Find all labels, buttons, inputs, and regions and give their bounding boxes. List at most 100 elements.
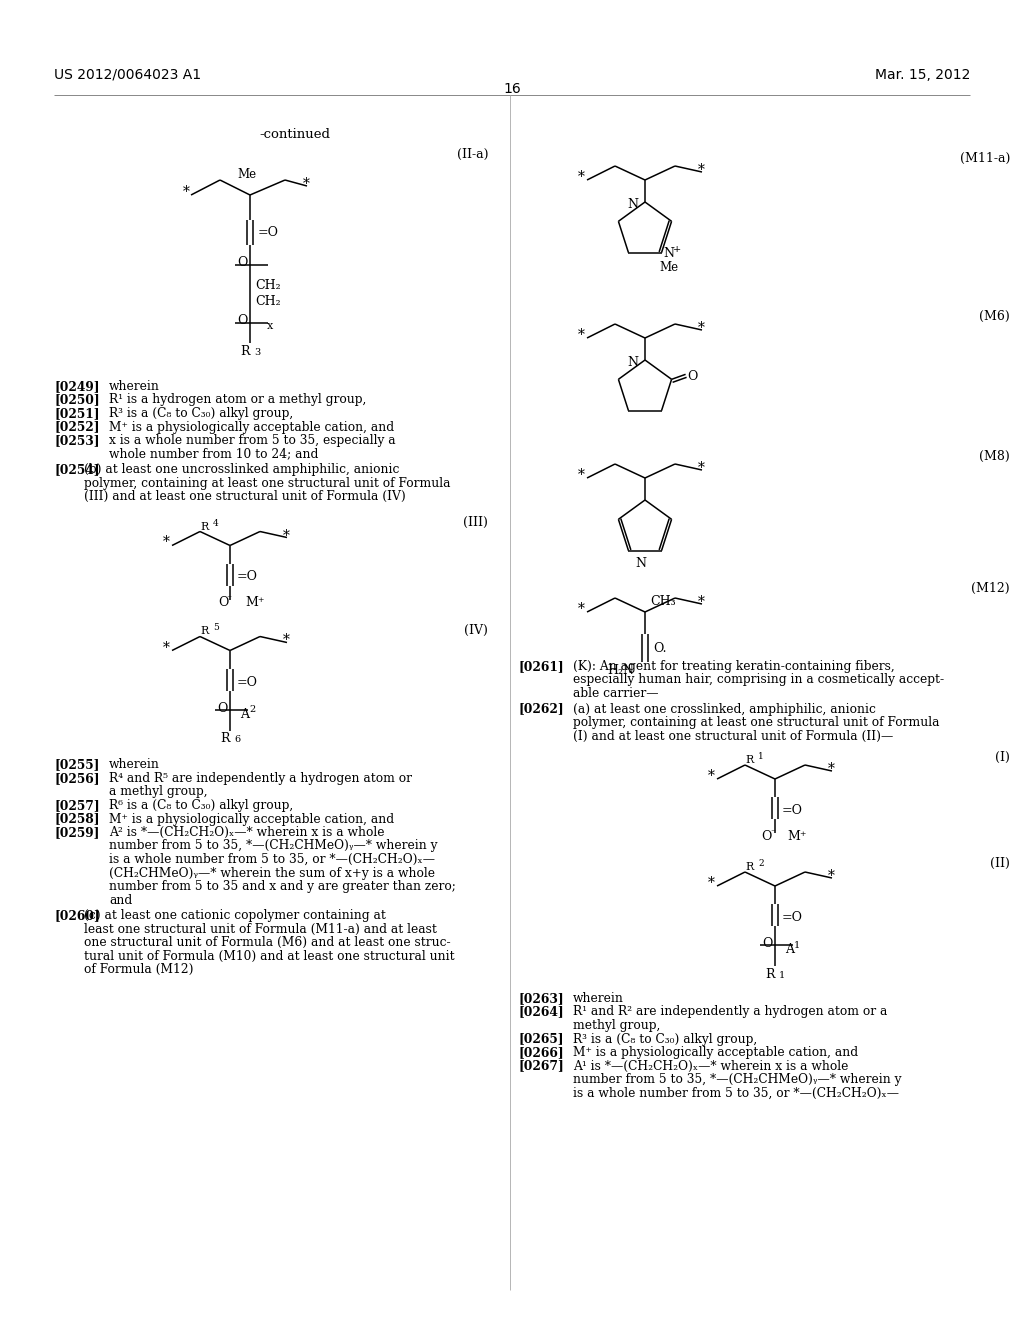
Text: number from 5 to 35, *—(CH₂CHMeO)ᵧ—* wherein y: number from 5 to 35, *—(CH₂CHMeO)ᵧ—* whe… xyxy=(573,1073,901,1086)
Text: A¹ is *—(CH₂CH₂O)ₓ—* wherein x is a whole: A¹ is *—(CH₂CH₂O)ₓ—* wherein x is a whol… xyxy=(573,1060,848,1072)
Text: [0256]: [0256] xyxy=(54,772,99,785)
Text: =O: =O xyxy=(258,226,279,239)
Text: Me: Me xyxy=(237,168,256,181)
Text: *: * xyxy=(163,640,170,655)
Text: *: * xyxy=(828,762,835,776)
Text: R: R xyxy=(765,968,775,981)
Text: (K): An agent for treating keratin-containing fibers,: (K): An agent for treating keratin-conta… xyxy=(573,660,895,673)
Text: *: * xyxy=(828,869,835,883)
Text: *: * xyxy=(283,634,290,648)
Text: R: R xyxy=(220,733,229,746)
Text: R³ is a (C₈ to C₃₀) alkyl group,: R³ is a (C₈ to C₃₀) alkyl group, xyxy=(573,1032,758,1045)
Text: *: * xyxy=(708,876,715,890)
Text: polymer, containing at least one structural unit of Formula: polymer, containing at least one structu… xyxy=(84,477,451,490)
Text: and: and xyxy=(109,894,132,907)
Text: ⁻: ⁻ xyxy=(226,594,231,603)
Text: a methyl group,: a methyl group, xyxy=(109,785,208,799)
Text: *: * xyxy=(698,595,705,609)
Text: methyl group,: methyl group, xyxy=(573,1019,660,1032)
Text: R⁶ is a (C₈ to C₃₀) alkyl group,: R⁶ is a (C₈ to C₃₀) alkyl group, xyxy=(109,799,293,812)
Text: US 2012/0064023 A1: US 2012/0064023 A1 xyxy=(54,69,201,82)
Text: wherein: wherein xyxy=(109,759,160,771)
Text: *: * xyxy=(708,770,715,783)
Text: (M8): (M8) xyxy=(979,450,1010,463)
Text: number from 5 to 35 and x and y are greater than zero;: number from 5 to 35 and x and y are grea… xyxy=(109,880,456,894)
Text: *: * xyxy=(698,321,705,335)
Text: =O: =O xyxy=(237,676,258,689)
Text: O: O xyxy=(217,701,227,714)
Text: O: O xyxy=(761,830,771,843)
Text: CH₂: CH₂ xyxy=(255,279,281,292)
Text: *: * xyxy=(578,602,585,616)
Text: O: O xyxy=(762,937,772,950)
Text: (IV): (IV) xyxy=(464,623,488,636)
Text: M⁺: M⁺ xyxy=(787,830,807,843)
Text: 4: 4 xyxy=(213,519,219,528)
Text: [0266]: [0266] xyxy=(518,1045,563,1059)
Text: (c) at least one cationic copolymer containing at: (c) at least one cationic copolymer cont… xyxy=(84,909,386,921)
Text: [0253]: [0253] xyxy=(54,434,99,447)
Text: 1: 1 xyxy=(779,972,785,979)
Text: +: + xyxy=(673,244,681,253)
Text: R: R xyxy=(241,345,250,358)
Text: [0263]: [0263] xyxy=(518,993,563,1005)
Text: CH₂: CH₂ xyxy=(255,294,281,308)
Text: 2: 2 xyxy=(758,859,764,869)
Text: O: O xyxy=(218,597,228,610)
Text: R¹ and R² are independently a hydrogen atom or a: R¹ and R² are independently a hydrogen a… xyxy=(573,1006,888,1019)
Text: R¹ is a hydrogen atom or a methyl group,: R¹ is a hydrogen atom or a methyl group, xyxy=(109,393,367,407)
Text: O.: O. xyxy=(653,642,667,655)
Text: (I) and at least one structural unit of Formula (II)—: (I) and at least one structural unit of … xyxy=(573,730,893,742)
Text: =O: =O xyxy=(782,911,803,924)
Text: 5: 5 xyxy=(213,623,219,632)
Text: [0254]: [0254] xyxy=(54,463,99,477)
Text: [0249]: [0249] xyxy=(54,380,99,393)
Text: (III): (III) xyxy=(463,516,488,528)
Text: *: * xyxy=(283,528,290,543)
Text: [0258]: [0258] xyxy=(54,813,99,825)
Text: least one structural unit of Formula (M11-a) and at least: least one structural unit of Formula (M1… xyxy=(84,923,437,936)
Text: [0257]: [0257] xyxy=(54,799,99,812)
Text: especially human hair, comprising in a cosmetically accept-: especially human hair, comprising in a c… xyxy=(573,673,944,686)
Text: [0251]: [0251] xyxy=(54,407,99,420)
Text: [0260]: [0260] xyxy=(54,909,99,921)
Text: M⁺ is a physiologically acceptable cation, and: M⁺ is a physiologically acceptable catio… xyxy=(109,421,394,433)
Text: N: N xyxy=(664,247,675,260)
Text: -continued: -continued xyxy=(259,128,331,141)
Text: [0250]: [0250] xyxy=(54,393,99,407)
Text: N: N xyxy=(628,198,639,211)
Text: *: * xyxy=(698,162,705,177)
Text: *: * xyxy=(578,170,585,183)
Text: (M12): (M12) xyxy=(972,582,1010,595)
Text: (III) and at least one structural unit of Formula (IV): (III) and at least one structural unit o… xyxy=(84,490,406,503)
Text: one structural unit of Formula (M6) and at least one struc-: one structural unit of Formula (M6) and … xyxy=(84,936,451,949)
Text: [0261]: [0261] xyxy=(518,660,563,673)
Text: =O: =O xyxy=(782,804,803,817)
Text: R⁴ and R⁵ are independently a hydrogen atom or: R⁴ and R⁵ are independently a hydrogen a… xyxy=(109,772,412,785)
Text: is a whole number from 5 to 35, or *—(CH₂CH₂O)ₓ—: is a whole number from 5 to 35, or *—(CH… xyxy=(109,853,435,866)
Text: 6: 6 xyxy=(234,735,240,744)
Text: [0265]: [0265] xyxy=(518,1032,563,1045)
Text: *: * xyxy=(183,185,189,199)
Text: 2: 2 xyxy=(249,705,255,714)
Text: (M6): (M6) xyxy=(979,310,1010,323)
Text: [0267]: [0267] xyxy=(518,1060,564,1072)
Text: 16: 16 xyxy=(503,82,521,96)
Text: of Formula (M12): of Formula (M12) xyxy=(84,964,194,975)
Text: O: O xyxy=(237,256,247,269)
Text: (b) at least one uncrosslinked amphiphilic, anionic: (b) at least one uncrosslinked amphiphil… xyxy=(84,463,399,477)
Text: whole number from 10 to 24; and: whole number from 10 to 24; and xyxy=(109,447,318,461)
Text: (a) at least one crosslinked, amphiphilic, anionic: (a) at least one crosslinked, amphiphili… xyxy=(573,702,876,715)
Text: M⁺: M⁺ xyxy=(245,597,264,610)
Text: R: R xyxy=(745,755,754,766)
Text: 3: 3 xyxy=(254,348,260,356)
Text: x: x xyxy=(267,321,273,331)
Text: [0255]: [0255] xyxy=(54,759,99,771)
Text: R³ is a (C₈ to C₃₀) alkyl group,: R³ is a (C₈ to C₃₀) alkyl group, xyxy=(109,407,293,420)
Text: Mar. 15, 2012: Mar. 15, 2012 xyxy=(874,69,970,82)
Text: (M11-a): (M11-a) xyxy=(959,152,1010,165)
Text: R: R xyxy=(201,627,209,636)
Text: [0252]: [0252] xyxy=(54,421,99,433)
Text: *: * xyxy=(578,469,585,482)
Text: is a whole number from 5 to 35, or *—(CH₂CH₂O)ₓ—: is a whole number from 5 to 35, or *—(CH… xyxy=(573,1086,899,1100)
